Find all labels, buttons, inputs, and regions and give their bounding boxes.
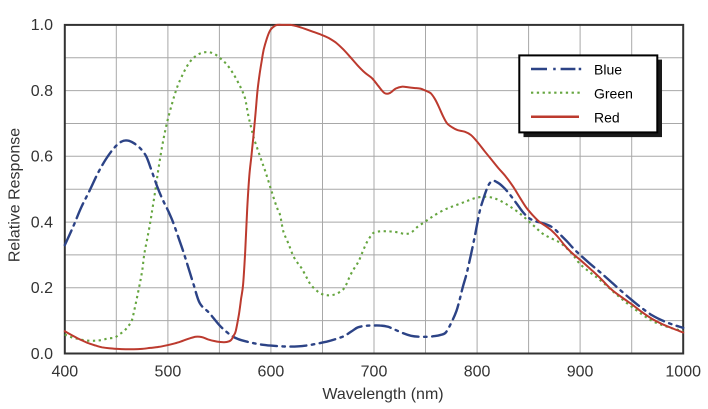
svg-text:0.0: 0.0 <box>31 346 53 363</box>
svg-text:800: 800 <box>464 364 491 381</box>
svg-text:700: 700 <box>361 364 388 381</box>
svg-text:1000: 1000 <box>665 364 701 381</box>
svg-text:0.8: 0.8 <box>31 83 53 100</box>
svg-text:Green: Green <box>594 85 633 101</box>
svg-text:Blue: Blue <box>594 62 622 78</box>
svg-text:Wavelength (nm): Wavelength (nm) <box>322 386 443 403</box>
svg-text:1.0: 1.0 <box>31 17 53 34</box>
svg-text:0.4: 0.4 <box>31 214 53 231</box>
svg-text:400: 400 <box>51 364 78 381</box>
svg-text:0.2: 0.2 <box>31 280 53 297</box>
svg-text:600: 600 <box>258 364 285 381</box>
svg-text:Relative Response: Relative Response <box>7 128 24 262</box>
svg-text:0.6: 0.6 <box>31 149 53 166</box>
svg-text:900: 900 <box>567 364 594 381</box>
svg-text:Red: Red <box>594 109 620 125</box>
svg-text:500: 500 <box>155 364 182 381</box>
